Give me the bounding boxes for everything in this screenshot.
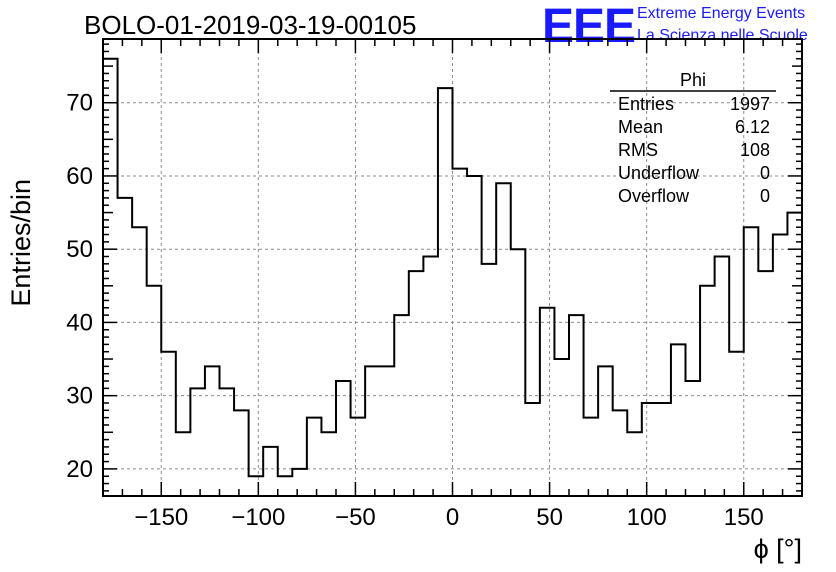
histogram-bin: [744, 227, 759, 496]
histogram-bin: [351, 418, 366, 496]
y-tick-label: 20: [66, 456, 93, 483]
x-tick-label: 0: [446, 504, 459, 531]
x-tick-label: 150: [724, 504, 764, 531]
histogram-bin: [569, 315, 584, 496]
x-tick-label: −50: [335, 504, 376, 531]
histogram-bin: [380, 366, 395, 496]
histogram-bin: [438, 88, 453, 496]
histogram-bin: [496, 183, 511, 496]
axis-ticks: [102, 39, 803, 496]
stats-row-label: Underflow: [618, 163, 700, 183]
histogram-bin: [190, 388, 205, 496]
histogram-bin: [554, 359, 569, 496]
histogram-bin: [686, 381, 701, 496]
x-tick-label: 50: [536, 504, 563, 531]
histogram-bin: [729, 352, 744, 496]
histogram-bin: [118, 198, 133, 496]
histogram-bin: [656, 403, 671, 496]
histogram-bin: [292, 469, 307, 496]
histogram-bin: [671, 344, 686, 496]
histogram-bin: [263, 447, 278, 496]
histogram-bin: [715, 257, 730, 496]
eee-logo-line1: Extreme Energy Events: [637, 5, 805, 22]
y-axis-title: Entries/bin: [6, 179, 36, 307]
chart-title: BOLO-01-2019-03-19-00105: [84, 10, 416, 40]
axis-tick-labels: −150 −100 −50 0 50 100 150 20 30 40 50 60 70: [66, 90, 763, 531]
histogram-bin: [205, 366, 220, 496]
stats-row: Underflow 0: [618, 163, 770, 183]
histogram-bin: [525, 403, 540, 496]
histogram-bin: [394, 315, 409, 496]
histogram-bin: [642, 403, 657, 496]
stats-row: Overflow 0: [618, 186, 770, 206]
histogram-bin: [234, 410, 249, 496]
histogram-bin: [336, 381, 351, 496]
stats-row-value: 1997: [730, 94, 770, 114]
histogram-bin: [103, 59, 118, 496]
histogram-bin: [787, 213, 802, 496]
x-axis-title: ϕ [°]: [754, 534, 802, 564]
histogram-bin: [773, 235, 788, 496]
histogram-bin: [627, 432, 642, 496]
histogram-bin: [758, 271, 773, 496]
stats-row-value: 6.12: [735, 117, 770, 137]
stats-row: Entries 1997: [618, 94, 770, 114]
histogram-bin: [540, 308, 555, 496]
histogram-bin: [278, 476, 293, 496]
grid-lines: [103, 39, 802, 496]
histogram-bin: [700, 286, 715, 496]
histogram-bin: [176, 432, 191, 496]
y-tick-label: 50: [66, 236, 93, 263]
histogram-bin: [147, 286, 162, 496]
histogram-bin: [467, 176, 482, 496]
histogram-bins: [103, 59, 802, 496]
stats-row-label: RMS: [618, 140, 658, 160]
stats-row-value: 0: [760, 186, 770, 206]
y-tick-label: 30: [66, 383, 93, 410]
eee-logo: EEE Extreme Energy Events La Scienza nel…: [542, 0, 808, 53]
y-tick-label: 70: [66, 90, 93, 117]
histogram-bin: [321, 432, 336, 496]
histogram-bin: [584, 418, 599, 496]
histogram-bin: [423, 257, 438, 496]
x-tick-label: 100: [627, 504, 667, 531]
stats-box-title: Phi: [680, 70, 706, 90]
stats-row-value: 108: [740, 140, 770, 160]
histogram-bin: [482, 264, 497, 496]
stats-row-value: 0: [760, 163, 770, 183]
stats-row-label: Entries: [618, 94, 674, 114]
histogram-bin: [161, 352, 176, 496]
histogram-series-line: [103, 57, 803, 496]
y-tick-label: 60: [66, 163, 93, 190]
histogram-bin: [365, 366, 380, 496]
stats-row-label: Overflow: [618, 186, 690, 206]
stats-row-label: Mean: [618, 117, 663, 137]
y-tick-label: 40: [66, 309, 93, 336]
stats-row: RMS 108: [618, 140, 770, 160]
histogram-bin: [249, 476, 264, 496]
histogram-bin: [511, 249, 526, 496]
histogram-bin: [453, 169, 468, 496]
histogram-bin: [307, 418, 322, 496]
histogram-bin: [409, 271, 424, 496]
histogram-bin: [613, 410, 628, 496]
histogram-bin: [220, 388, 235, 496]
stats-row: Mean 6.12: [618, 117, 770, 137]
x-tick-label: −100: [231, 504, 285, 531]
x-tick-label: −150: [134, 504, 188, 531]
histogram-bin: [598, 366, 613, 496]
histogram-bin: [132, 227, 147, 496]
